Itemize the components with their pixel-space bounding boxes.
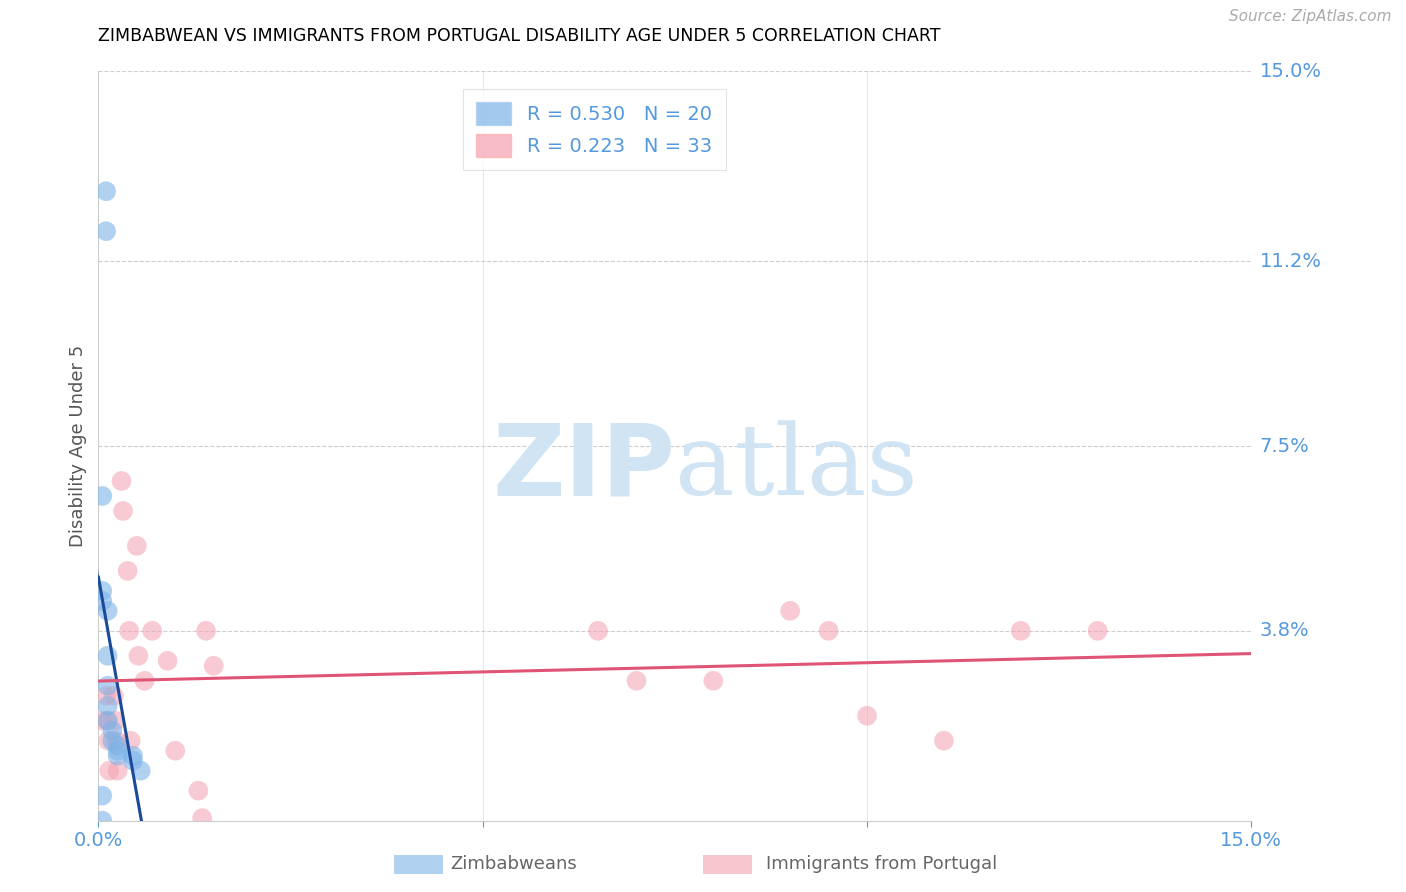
Point — [165, 744, 187, 758]
Point — [187, 783, 209, 797]
Point — [107, 764, 129, 778]
Text: Immigrants from Portugal: Immigrants from Portugal — [766, 855, 997, 873]
Y-axis label: Disability Age Under 5: Disability Age Under 5 — [69, 345, 87, 547]
Point — [97, 698, 120, 713]
Text: ZIP: ZIP — [492, 420, 675, 517]
Text: 7.5%: 7.5% — [1260, 436, 1309, 456]
Point — [586, 624, 609, 638]
Text: Zimbabweans: Zimbabweans — [450, 855, 576, 873]
Point — [1087, 624, 1109, 638]
Point — [97, 714, 120, 728]
Point — [91, 814, 114, 828]
Point — [91, 594, 114, 608]
Point — [101, 723, 124, 738]
Point — [103, 689, 125, 703]
Point — [97, 604, 120, 618]
Point — [702, 673, 724, 688]
Point — [127, 648, 149, 663]
Point — [97, 733, 120, 747]
Point — [626, 673, 648, 688]
Point — [141, 624, 163, 638]
Legend: R = 0.530   N = 20, R = 0.223   N = 33: R = 0.530 N = 20, R = 0.223 N = 33 — [463, 88, 725, 170]
Point — [195, 624, 218, 638]
Point — [94, 184, 117, 198]
Text: Source: ZipAtlas.com: Source: ZipAtlas.com — [1229, 9, 1392, 24]
Point — [101, 733, 124, 747]
Point — [91, 489, 114, 503]
Point — [107, 739, 129, 753]
Point — [129, 764, 152, 778]
Point — [779, 604, 801, 618]
Text: 11.2%: 11.2% — [1260, 252, 1322, 270]
Point — [932, 733, 955, 747]
Point — [817, 624, 839, 638]
Text: ZIMBABWEAN VS IMMIGRANTS FROM PORTUGAL DISABILITY AGE UNDER 5 CORRELATION CHART: ZIMBABWEAN VS IMMIGRANTS FROM PORTUGAL D… — [98, 27, 941, 45]
Point — [856, 708, 879, 723]
Point — [122, 748, 145, 763]
Point — [134, 673, 156, 688]
Text: 15.0%: 15.0% — [1260, 62, 1322, 81]
Point — [110, 474, 132, 488]
Point — [97, 714, 120, 728]
Point — [104, 714, 127, 728]
Text: atlas: atlas — [675, 421, 918, 516]
Point — [91, 714, 114, 728]
Point — [202, 658, 225, 673]
Point — [118, 624, 141, 638]
Text: 3.8%: 3.8% — [1260, 622, 1309, 640]
Point — [191, 811, 214, 825]
Point — [156, 654, 179, 668]
Point — [107, 744, 129, 758]
Point — [91, 583, 114, 598]
Point — [107, 748, 129, 763]
Point — [105, 733, 128, 747]
Point — [125, 539, 148, 553]
Point — [122, 754, 145, 768]
Point — [94, 224, 117, 238]
Point — [120, 733, 142, 747]
Point — [1010, 624, 1032, 638]
Point — [94, 689, 117, 703]
Point — [111, 504, 134, 518]
Point — [91, 789, 114, 803]
Point — [97, 679, 120, 693]
Point — [97, 648, 120, 663]
Point — [98, 764, 121, 778]
Point — [117, 564, 139, 578]
